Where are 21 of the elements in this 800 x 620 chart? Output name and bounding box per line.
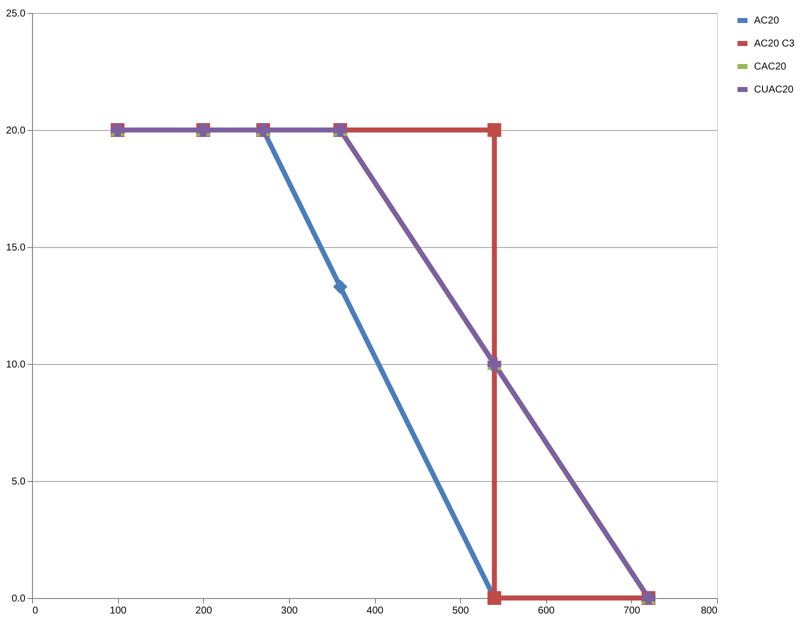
x-tick-label: 300 [281,606,298,616]
legend-label: CAC20 [754,62,787,72]
y-tick-label: 10.0 [6,360,26,370]
y-tick-label: 5.0 [12,476,26,488]
point [488,123,502,137]
x-tick-label: 0 [32,606,38,616]
x-tick-label: 100 [110,606,127,616]
legend-label: AC20 C3 [754,38,796,50]
x-tick-label: 800 [700,606,718,616]
legend-label: CUAC20 [754,84,794,96]
x-tick-label: 400 [366,606,384,616]
x-tick-label: 600 [538,606,556,616]
y-tick-label: 25.0 [6,8,26,20]
x-tick-label: 700 [624,606,641,616]
y-tick-label: 20.0 [6,126,26,136]
y-tick-label: 15.0 [6,242,26,254]
x-tick-label: 500 [452,606,470,616]
x-tick-label: 200 [195,606,213,616]
y-tick-label: 0.0 [12,594,26,604]
point [333,280,348,294]
legend-label: AC20 [754,16,780,26]
